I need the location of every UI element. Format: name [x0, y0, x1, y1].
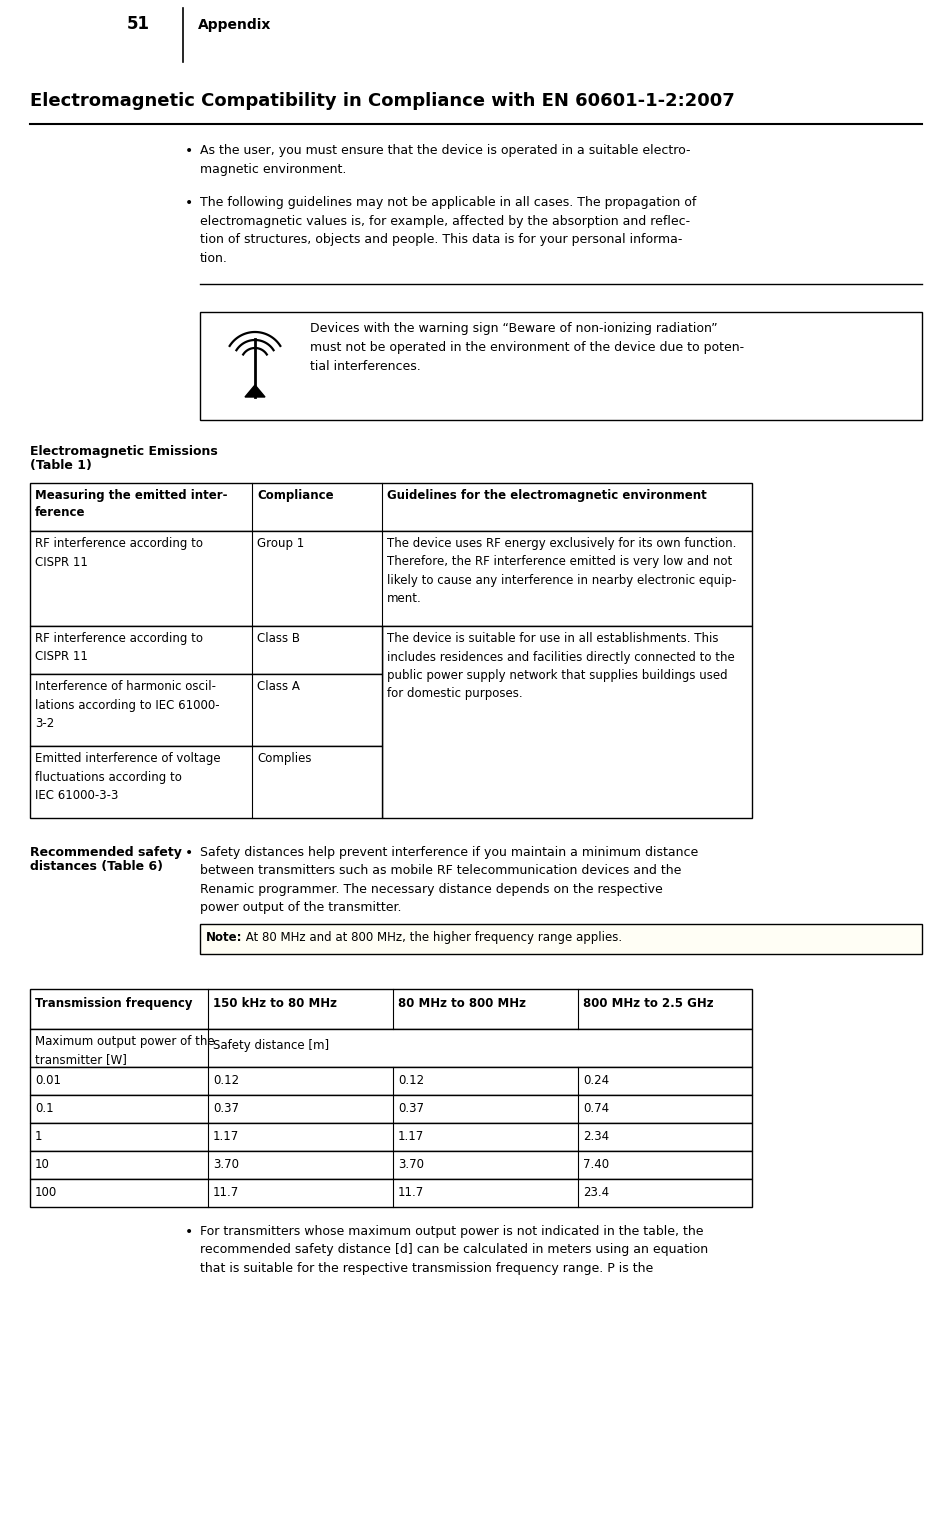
Text: 150 kHz to 80 MHz: 150 kHz to 80 MHz	[213, 997, 337, 1010]
Text: 1.17: 1.17	[398, 1131, 425, 1143]
Text: The device is suitable for use in all establishments. This
includes residences a: The device is suitable for use in all es…	[387, 633, 735, 700]
Text: Maximum output power of the
transmitter [W]: Maximum output power of the transmitter …	[35, 1036, 214, 1066]
Text: 0.1: 0.1	[35, 1102, 53, 1115]
Text: Electromagnetic Compatibility in Compliance with EN 60601-1-2:2007: Electromagnetic Compatibility in Complia…	[30, 92, 735, 110]
Text: 0.37: 0.37	[213, 1102, 239, 1115]
Text: 0.24: 0.24	[583, 1074, 609, 1088]
Text: Electromagnetic Emissions: Electromagnetic Emissions	[30, 444, 218, 458]
Text: 10: 10	[35, 1158, 50, 1170]
Text: 0.74: 0.74	[583, 1102, 609, 1115]
Text: •: •	[185, 1226, 193, 1239]
Text: Guidelines for the electromagnetic environment: Guidelines for the electromagnetic envir…	[387, 489, 706, 502]
Bar	[30, 1095, 752, 1123]
Text: 3.70: 3.70	[398, 1158, 424, 1170]
Text: 0.37: 0.37	[398, 1102, 424, 1115]
Text: Safety distance [m]: Safety distance [m]	[213, 1039, 329, 1052]
Text: RF interference according to
CISPR 11: RF interference according to CISPR 11	[35, 538, 203, 568]
Bar	[30, 1030, 752, 1066]
Bar	[382, 627, 752, 818]
Text: Transmission frequency: Transmission frequency	[35, 997, 192, 1010]
Text: Class B: Class B	[257, 633, 300, 645]
Text: Devices with the warning sign “Beware of non-ionizing radiation”
must not be ope: Devices with the warning sign “Beware of…	[310, 322, 744, 372]
Text: 51: 51	[127, 15, 150, 34]
Text: The device uses RF energy exclusively for its own function.
Therefore, the RF in: The device uses RF energy exclusively fo…	[387, 538, 737, 605]
Text: Note:: Note:	[206, 931, 243, 944]
Text: 0.01: 0.01	[35, 1074, 61, 1088]
Text: Emitted interference of voltage
fluctuations according to
IEC 61000-3-3: Emitted interference of voltage fluctuat…	[35, 752, 221, 801]
Text: 3.70: 3.70	[213, 1158, 239, 1170]
Text: At 80 MHz and at 800 MHz, the higher frequency range applies.: At 80 MHz and at 800 MHz, the higher fre…	[242, 931, 622, 944]
Text: 1.17: 1.17	[213, 1131, 239, 1143]
Text: 11.7: 11.7	[213, 1186, 239, 1200]
Bar	[30, 674, 382, 746]
Text: Complies: Complies	[257, 752, 311, 764]
Text: For transmitters whose maximum output power is not indicated in the table, the
r: For transmitters whose maximum output po…	[200, 1226, 708, 1275]
Bar	[30, 532, 752, 627]
Text: •: •	[185, 846, 193, 859]
Text: 7.40: 7.40	[583, 1158, 609, 1170]
Text: 800 MHz to 2.5 GHz: 800 MHz to 2.5 GHz	[583, 997, 714, 1010]
Text: Measuring the emitted inter-
ference: Measuring the emitted inter- ference	[35, 489, 228, 519]
Text: Compliance: Compliance	[257, 489, 333, 502]
Bar	[30, 1151, 752, 1180]
Text: 1: 1	[35, 1131, 43, 1143]
Bar	[30, 746, 382, 818]
Text: distances (Table 6): distances (Table 6)	[30, 859, 163, 873]
Text: Interference of harmonic oscil-
lations according to IEC 61000-
3-2: Interference of harmonic oscil- lations …	[35, 680, 220, 731]
Text: 2.34: 2.34	[583, 1131, 609, 1143]
Text: As the user, you must ensure that the device is operated in a suitable electro-
: As the user, you must ensure that the de…	[200, 144, 690, 176]
Bar	[200, 313, 922, 420]
Text: 0.12: 0.12	[213, 1074, 239, 1088]
Text: RF interference according to
CISPR 11: RF interference according to CISPR 11	[35, 633, 203, 663]
Text: 100: 100	[35, 1186, 57, 1200]
Bar	[30, 1066, 752, 1095]
Bar	[30, 627, 382, 674]
Polygon shape	[245, 385, 265, 397]
Bar	[30, 1123, 752, 1151]
Text: •: •	[185, 196, 193, 210]
Text: Safety distances help prevent interference if you maintain a minimum distance
be: Safety distances help prevent interferen…	[200, 846, 698, 915]
Text: Group 1: Group 1	[257, 538, 305, 550]
Text: (Table 1): (Table 1)	[30, 460, 92, 472]
Text: Recommended safety: Recommended safety	[30, 846, 182, 859]
Text: 80 MHz to 800 MHz: 80 MHz to 800 MHz	[398, 997, 526, 1010]
Text: Appendix: Appendix	[198, 18, 271, 32]
Bar	[30, 483, 752, 532]
Text: Class A: Class A	[257, 680, 300, 692]
Text: 23.4: 23.4	[583, 1186, 609, 1200]
Bar	[30, 1180, 752, 1207]
Bar	[200, 924, 922, 954]
Text: 0.12: 0.12	[398, 1074, 425, 1088]
Text: •: •	[185, 144, 193, 158]
Text: The following guidelines may not be applicable in all cases. The propagation of
: The following guidelines may not be appl…	[200, 196, 696, 265]
Bar	[30, 990, 752, 1030]
Text: 11.7: 11.7	[398, 1186, 425, 1200]
